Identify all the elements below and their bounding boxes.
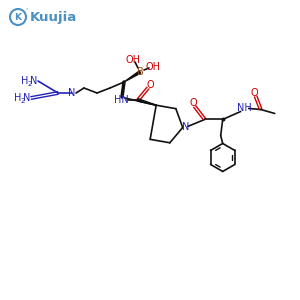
Text: Kuujia: Kuujia [30, 11, 77, 23]
Polygon shape [138, 99, 156, 105]
Text: OH: OH [146, 62, 160, 72]
Text: °: ° [25, 8, 28, 13]
Text: HN: HN [114, 95, 128, 105]
Text: H: H [14, 93, 22, 103]
Text: 2: 2 [21, 98, 25, 104]
Text: O: O [146, 80, 154, 90]
Text: K: K [14, 13, 22, 22]
Text: N: N [30, 76, 38, 86]
Text: N: N [23, 93, 31, 103]
Text: B: B [136, 67, 143, 77]
Text: NH: NH [237, 103, 252, 113]
Text: N: N [68, 88, 76, 98]
Text: H: H [21, 76, 29, 86]
Text: O: O [251, 88, 259, 98]
Text: 2: 2 [28, 81, 32, 87]
Text: OH: OH [125, 55, 140, 65]
Polygon shape [124, 71, 141, 82]
Text: O: O [190, 98, 197, 109]
Text: N: N [182, 122, 189, 133]
